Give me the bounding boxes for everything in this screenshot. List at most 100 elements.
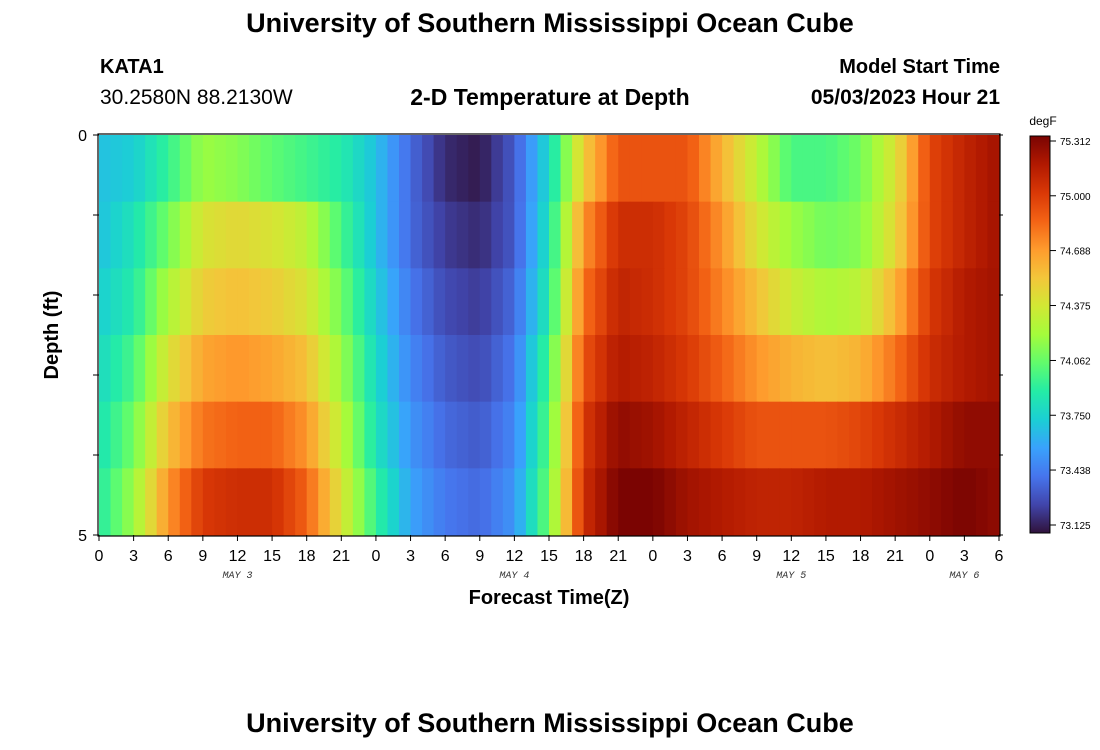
heatmap-cell: [502, 401, 515, 469]
heatmap-cell: [964, 468, 977, 536]
heatmap-cell: [675, 135, 689, 203]
heatmap-cell: [722, 401, 735, 469]
heatmap-cell: [237, 268, 250, 336]
heatmap-cell: [583, 268, 596, 336]
heatmap-cell: [375, 401, 389, 469]
heatmap-cell: [618, 135, 631, 203]
heatmap-cell: [699, 135, 712, 203]
heatmap-cell: [952, 468, 965, 536]
heatmap-cell: [722, 468, 735, 536]
heatmap-cell: [283, 401, 296, 469]
heatmap-cell: [468, 335, 481, 403]
heatmap-cell: [779, 401, 792, 469]
x-day-label: MAY 3: [222, 571, 252, 582]
heatmap-cell: [306, 135, 319, 203]
heatmap-cell: [179, 201, 192, 269]
heatmap-cell: [941, 468, 954, 536]
x-tick-label: 18: [298, 548, 316, 565]
heatmap-cell: [168, 135, 181, 203]
heatmap-cell: [387, 468, 400, 536]
heatmap-cell: [802, 335, 815, 403]
heatmap-cell: [514, 335, 527, 403]
heatmap-cell: [260, 135, 273, 203]
heatmap-cell: [306, 401, 319, 469]
heatmap-cell: [618, 468, 631, 536]
heatmap-cell: [445, 335, 458, 403]
heatmap-cell: [433, 135, 446, 203]
heatmap-cell: [249, 468, 262, 536]
heatmap-cell: [491, 135, 504, 203]
heatmap-cell: [952, 135, 965, 203]
heatmap-cell: [445, 468, 458, 536]
heatmap-cell: [399, 201, 412, 269]
heatmap-cell: [929, 268, 942, 336]
heatmap-cell: [641, 468, 654, 536]
heatmap-cell: [825, 201, 839, 269]
heatmap-cell: [549, 135, 562, 203]
heatmap-cell: [179, 401, 192, 469]
heatmap-cell: [860, 135, 873, 203]
heatmap-cell: [399, 268, 412, 336]
heatmap-cell: [814, 268, 827, 336]
heatmap-cell: [306, 201, 319, 269]
heatmap-cell: [514, 201, 527, 269]
heatmap-cell: [918, 401, 931, 469]
heatmap-cell: [768, 468, 781, 536]
heatmap-cell: [237, 401, 250, 469]
heatmap-cell: [687, 401, 700, 469]
heatmap-cell: [375, 468, 389, 536]
heatmap-cell: [549, 468, 562, 536]
heatmap-cell: [156, 335, 169, 403]
heatmap-cell: [168, 401, 181, 469]
heatmap-cell: [110, 268, 123, 336]
heatmap-cell: [779, 268, 792, 336]
colorbar-unit: degF: [1029, 114, 1056, 128]
heatmap-cell: [410, 401, 423, 469]
heatmap-cell: [525, 401, 539, 469]
heatmap-cell: [814, 468, 827, 536]
heatmap-cell: [779, 468, 792, 536]
heatmap-cell: [583, 468, 596, 536]
heatmap-cell: [133, 268, 146, 336]
heatmap-cell: [849, 268, 862, 336]
heatmap-cell: [479, 468, 492, 536]
heatmap-cell: [987, 268, 1000, 336]
heatmap-cell: [929, 468, 942, 536]
heatmap-cell: [537, 135, 550, 203]
heatmap-cell: [329, 468, 342, 536]
heatmap-cell: [860, 468, 873, 536]
heatmap-cell: [479, 268, 492, 336]
colorbar-tick-label: 73.125: [1060, 521, 1091, 532]
x-tick-label: 0: [648, 548, 657, 565]
heatmap-cell: [249, 135, 262, 203]
x-tick-label: 3: [960, 548, 969, 565]
heatmap-cell: [456, 268, 469, 336]
x-tick-label: 9: [475, 548, 484, 565]
heatmap-cell: [987, 135, 1000, 203]
heatmap-cell: [364, 268, 377, 336]
heatmap-cell: [549, 201, 562, 269]
x-tick-label: 3: [406, 548, 415, 565]
heatmap-cell: [341, 468, 354, 536]
heatmap-cell: [145, 401, 158, 469]
heatmap-cell: [849, 135, 862, 203]
heatmap-cell: [456, 201, 469, 269]
heatmap-cell: [133, 201, 146, 269]
heatmap-cell: [837, 268, 850, 336]
heatmap-cell: [872, 201, 885, 269]
heatmap-cell: [525, 268, 539, 336]
heatmap-cell: [122, 268, 135, 336]
heatmap-cell: [802, 135, 815, 203]
heatmap-cell: [849, 201, 862, 269]
heatmap-cell: [629, 401, 642, 469]
heatmap-cell: [595, 268, 608, 336]
heatmap-cells: [99, 135, 1000, 536]
heatmap-cell: [952, 335, 965, 403]
heatmap-cell: [768, 401, 781, 469]
heatmap-cell: [791, 401, 804, 469]
heatmap-cell: [179, 268, 192, 336]
heatmap-cell: [399, 135, 412, 203]
heatmap-cell: [814, 201, 827, 269]
heatmap-cell: [802, 201, 815, 269]
heatmap-cell: [479, 135, 492, 203]
